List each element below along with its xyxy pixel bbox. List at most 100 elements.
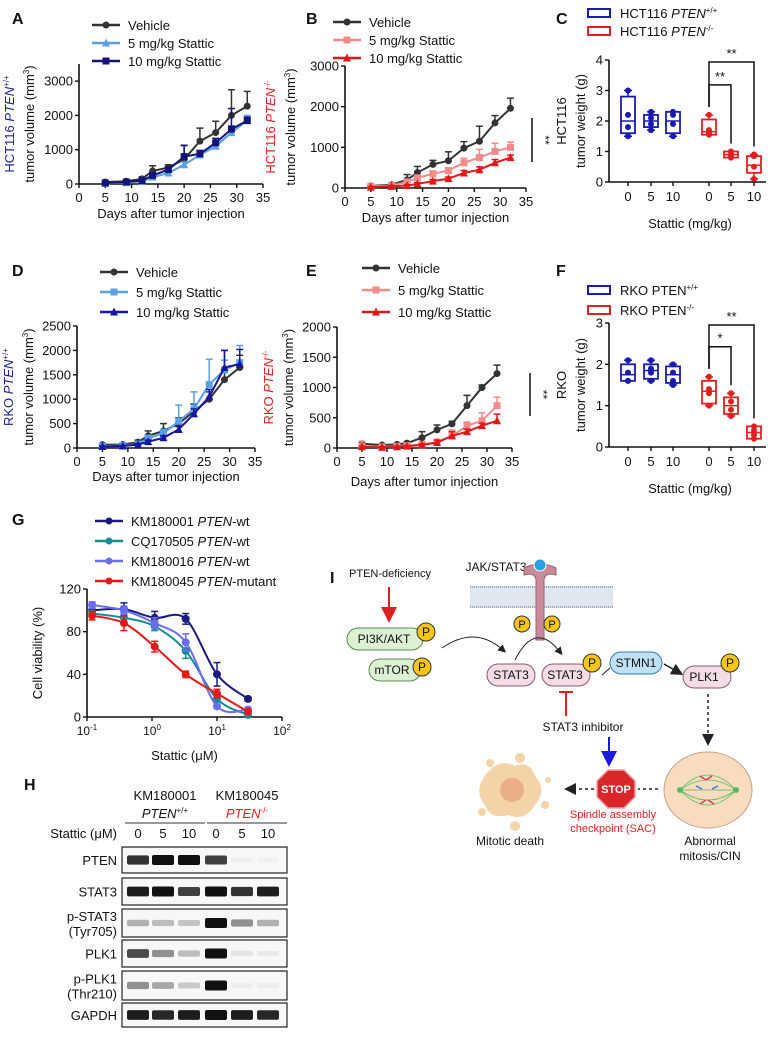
data-point bbox=[493, 370, 501, 378]
text-part: 3 bbox=[21, 332, 30, 337]
legend-label: HCT116 PTEN-/- bbox=[620, 24, 714, 39]
text-part: -/- bbox=[706, 24, 714, 33]
x-tick-label: 5 bbox=[358, 454, 365, 469]
protein-band bbox=[231, 857, 253, 862]
protein-band bbox=[257, 886, 279, 897]
dose-label: 10 bbox=[261, 826, 275, 841]
panel-label-f: F bbox=[556, 263, 566, 280]
data-point bbox=[196, 137, 204, 145]
mtor-node: mTOR bbox=[368, 658, 422, 682]
data-point bbox=[403, 181, 412, 190]
x-tick-label: 0 bbox=[624, 189, 631, 204]
data-point bbox=[181, 638, 190, 647]
x-axis-label: Stattic (mg/kg) bbox=[648, 216, 732, 231]
legend-label: Vehicle bbox=[369, 15, 411, 30]
data-point bbox=[670, 361, 676, 368]
box-5: 10 bbox=[746, 423, 762, 469]
text-part: +/+ bbox=[177, 806, 189, 815]
data-point bbox=[648, 114, 654, 121]
y-tick-label: 1 bbox=[596, 144, 603, 159]
protein-band bbox=[231, 886, 253, 897]
jak-stat3-receptor-icon bbox=[523, 558, 557, 641]
legend-item: Vehicle bbox=[92, 18, 170, 33]
y-axis-label-cell-line: RKO PTEN-/- bbox=[261, 350, 276, 424]
phospho-receptor-left-icon: P bbox=[513, 615, 531, 633]
x-tick-label: 5 bbox=[647, 189, 654, 204]
box-2: 10 bbox=[665, 108, 681, 204]
x-tick-label: 101 bbox=[208, 723, 226, 738]
text-part: -wt bbox=[232, 534, 250, 549]
blot-row-label: PTEN bbox=[82, 853, 117, 868]
data-point bbox=[506, 153, 515, 161]
dose-label: 5 bbox=[159, 826, 166, 841]
x-tick-label: 20 bbox=[441, 194, 455, 209]
y-tick-label: 1000 bbox=[42, 392, 71, 407]
data-point bbox=[378, 442, 386, 451]
y-tick-label: 40 bbox=[67, 667, 81, 682]
data-point bbox=[448, 431, 456, 440]
data-point bbox=[413, 169, 421, 177]
data-point bbox=[444, 157, 452, 165]
data-point bbox=[343, 18, 351, 26]
y-axis-label-cell-line: HCT116 PTEN-/- bbox=[263, 80, 278, 174]
data-point bbox=[728, 413, 734, 419]
blot-row-label: STAT3 bbox=[78, 885, 117, 900]
pi3k-akt-node: PI3K/AKT bbox=[346, 627, 424, 651]
text-part: CQ170505 bbox=[131, 534, 198, 549]
x-tick-label: 0 bbox=[341, 194, 348, 209]
stop-sign-label: STOP bbox=[601, 784, 631, 796]
text-part: KM180045 bbox=[131, 574, 198, 589]
y-tick-label: 4 bbox=[596, 53, 603, 68]
series-line bbox=[361, 372, 498, 446]
text-part: PTEN bbox=[226, 806, 261, 821]
text-part: ) bbox=[22, 65, 37, 69]
stat3-label: STAT3 bbox=[547, 668, 583, 682]
data-point bbox=[180, 160, 189, 169]
data-point bbox=[88, 611, 97, 620]
panel-label-i: I bbox=[330, 570, 334, 587]
protein-band bbox=[127, 919, 149, 927]
text-part: -/- bbox=[686, 303, 694, 312]
legend-label: CQ170505 PTEN-wt bbox=[131, 534, 250, 549]
x-tick-label: 35 bbox=[256, 190, 270, 205]
x-tick-label: 10 bbox=[389, 194, 403, 209]
significance-label: * bbox=[717, 331, 722, 346]
text-part: RKO PTEN bbox=[620, 303, 686, 318]
chart-panel-e: 0 500 1000 1500 2000 0 5 10 15 20 25 30 35 Days after… bbox=[261, 261, 550, 489]
series-2 bbox=[98, 348, 244, 451]
stat3-inhibitor-label: STAT3 inhibitor bbox=[543, 720, 624, 734]
data-point bbox=[196, 150, 204, 158]
pten-deficiency-label: PTEN-deficiency bbox=[349, 568, 431, 580]
legend-label: Vehicle bbox=[128, 18, 170, 33]
x-tick-label: 10 bbox=[747, 454, 761, 469]
data-point bbox=[460, 144, 468, 152]
protein-band bbox=[205, 855, 227, 865]
y-tick-label: 1500 bbox=[302, 350, 331, 365]
data-point bbox=[102, 21, 110, 29]
data-point bbox=[648, 377, 654, 384]
text-part: tumor volume (mm bbox=[21, 337, 36, 445]
x-tick-label: 5 bbox=[727, 454, 734, 469]
series-3 bbox=[88, 610, 253, 716]
y-tick-label: 0 bbox=[74, 710, 81, 725]
protein-band bbox=[152, 919, 174, 927]
y-tick-label: 3 bbox=[596, 316, 603, 331]
data-point bbox=[105, 537, 113, 545]
text-part: 10 bbox=[143, 724, 157, 738]
series-2 bbox=[358, 413, 501, 451]
y-axis-label-cell-line: HCT116 PTEN+/+ bbox=[2, 75, 17, 173]
x-tick-label: 20 bbox=[171, 454, 185, 469]
text-part: ) bbox=[283, 68, 298, 72]
y-tick-label: 500 bbox=[49, 416, 71, 431]
data-point bbox=[648, 365, 654, 372]
box-2: 10 bbox=[665, 361, 681, 469]
data-point bbox=[751, 175, 757, 182]
series-line bbox=[102, 363, 240, 448]
y-tick-label: 1000 bbox=[310, 140, 339, 155]
protein-band bbox=[205, 1010, 227, 1020]
data-point bbox=[235, 359, 244, 368]
y-axis-label: tumor weight (g) bbox=[573, 74, 588, 168]
legend-item: HCT116 PTEN+/+ bbox=[587, 6, 718, 21]
x-tick-label: 15 bbox=[146, 454, 160, 469]
data-point bbox=[460, 159, 468, 167]
